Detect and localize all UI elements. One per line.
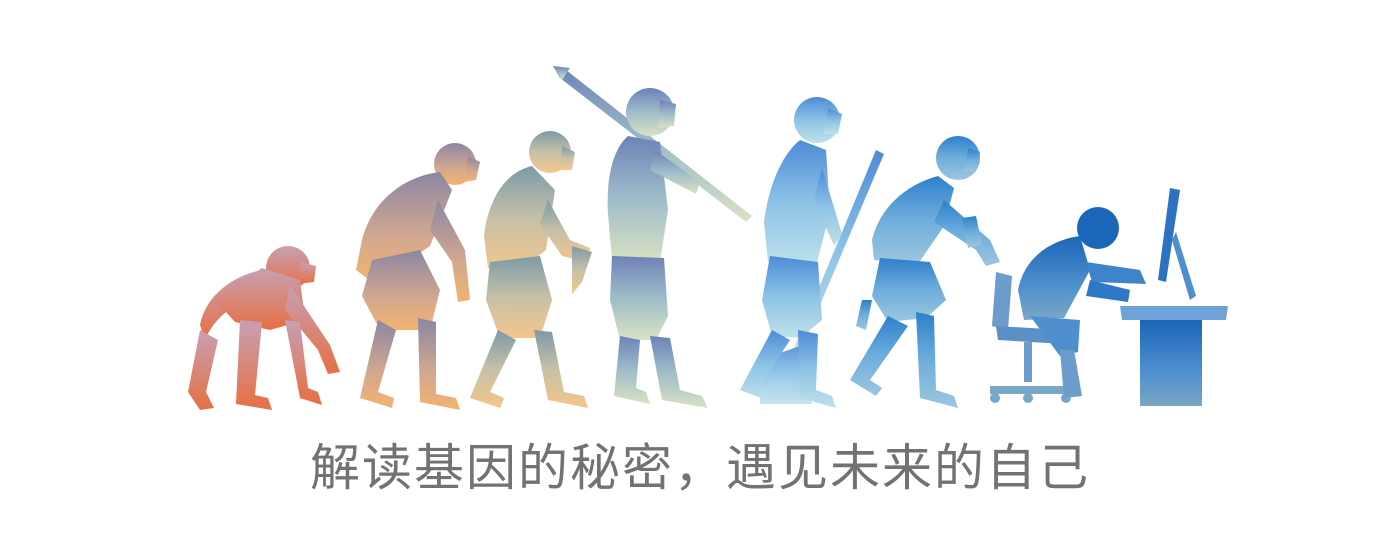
- ape-man-silhouette-icon: [356, 143, 480, 410]
- computer-user-silhouette-icon: [990, 188, 1228, 406]
- early-human-silhouette-icon: [470, 131, 592, 408]
- evolution-illustration: [188, 66, 1228, 410]
- spear-hunter-silhouette-icon: [553, 66, 752, 408]
- chimpanzee-silhouette-icon: [188, 246, 340, 410]
- slogan-text: 解读基因的秘密，遇见未来的自己: [310, 439, 1090, 497]
- tool-worker-silhouette-icon: [740, 97, 884, 408]
- modern-worker-silhouette-icon: [850, 136, 1000, 408]
